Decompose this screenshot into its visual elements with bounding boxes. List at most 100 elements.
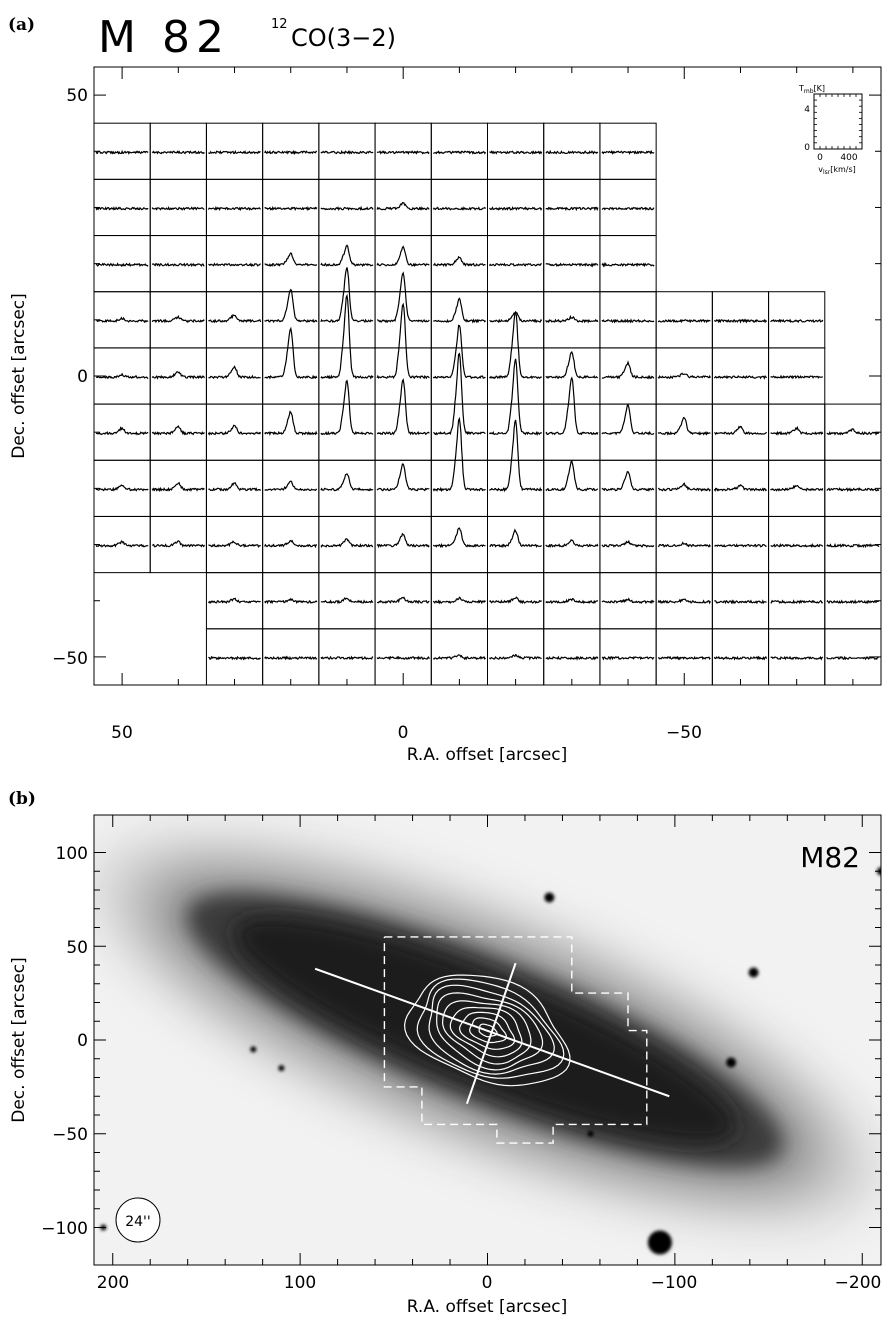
spectrum-line [320, 267, 374, 324]
panel-b-xtick-label-0: 0 [482, 1273, 493, 1293]
spectrum-line [208, 313, 262, 324]
inset-xlabel: vlsr[km/s] [818, 165, 856, 176]
star [587, 1130, 594, 1137]
spectrum-cell [430, 459, 488, 517]
spectrum-line [545, 149, 599, 155]
beam-circle [115, 1197, 161, 1243]
star [544, 892, 555, 903]
spectrum-line [264, 205, 318, 212]
spectrum-line [488, 262, 542, 267]
spectrum-line [432, 324, 486, 380]
spectrum-line [601, 318, 655, 324]
spectrum-line [489, 653, 542, 661]
spectrum-line [826, 599, 880, 605]
star [278, 1065, 285, 1072]
spectrum-line [714, 599, 767, 605]
spectrum-line [489, 206, 543, 211]
spectrum-line [826, 487, 880, 492]
spectrum-cell [487, 684, 545, 685]
spectrum-line [545, 459, 599, 492]
spectrum-line [714, 425, 768, 436]
spectrum-cell [543, 347, 601, 405]
spectrum-line [264, 597, 318, 605]
spectrum-line [208, 262, 261, 268]
spectrum-line [376, 378, 430, 436]
spectrum-line [264, 288, 318, 324]
inset-xtick-0: 0 [817, 153, 823, 163]
star [647, 1230, 672, 1255]
spectrum-line [433, 713, 485, 715]
spectrum-cell [711, 572, 770, 630]
panel-a-xtick-label-0: 0 [398, 723, 409, 743]
spectrum-line [376, 596, 430, 605]
spectrum-line [320, 293, 374, 380]
spectrum-line [601, 261, 655, 268]
inset-ytick-0: 0 [804, 143, 810, 153]
spectrum-line [376, 655, 430, 661]
spectrum-line [601, 206, 655, 211]
spectrum-line [489, 310, 542, 380]
spectrum-line [657, 482, 711, 492]
spectrum-line [433, 150, 487, 155]
spectrum-line [545, 597, 599, 605]
panel-b-xtick-label-m200: −200 [835, 1273, 882, 1293]
spectrum-line [770, 374, 823, 380]
spectrum-line [489, 596, 543, 605]
spectrum-line [433, 352, 486, 436]
spectrum-cell [599, 515, 657, 574]
spectrum-line [432, 255, 486, 268]
spectrum-line [545, 206, 599, 212]
spectrum-cell [262, 235, 320, 293]
spectrum-line [433, 297, 486, 324]
panel-a-ytick-label-0: 0 [77, 367, 88, 387]
panel-b-ticks [94, 815, 881, 1265]
spectrum-cell [711, 403, 770, 461]
spectrum-line [657, 318, 711, 324]
panel-a-label: (a) [8, 15, 35, 35]
spectrum-cell [430, 403, 488, 461]
panel-a-line-prefix: 12 [271, 17, 288, 32]
spectrum-line [545, 314, 599, 324]
spectrum-line [208, 655, 261, 661]
spectrum-line [264, 539, 318, 549]
spectrum-line [432, 654, 486, 661]
spectrum-line [208, 149, 261, 155]
spectrum-line [320, 655, 374, 661]
panel-b-source: M82 [800, 841, 860, 874]
spectrum-line [208, 540, 261, 549]
spectrum-cell [543, 291, 601, 349]
spectrum-cell [205, 178, 264, 237]
panel-a-inset: Tmb[K] 4 0 0 400 vlsr[km/s] [798, 84, 863, 176]
panel-b: (b) M82 24'' 200 100 0 −100 −200 100 50 … [8, 789, 882, 1317]
spectrum-line [601, 149, 655, 155]
spectrum-line [770, 318, 824, 324]
panel-b-image [94, 815, 881, 1265]
spectrum-line [95, 316, 149, 324]
spectrum-line [432, 527, 486, 549]
spectrum-line [151, 205, 205, 211]
spectrum-line [207, 205, 261, 212]
spectrum-line [151, 262, 205, 268]
minor-axis-line [465, 962, 517, 1105]
panel-a-ytick-label-50: 50 [66, 86, 88, 106]
spectrum-line [151, 314, 205, 324]
spectrum-cell [205, 403, 264, 461]
spectrum-line [657, 598, 711, 605]
spectrum-line [601, 656, 655, 661]
spectrum-cell [318, 572, 376, 630]
spectrum-line [713, 484, 768, 493]
panel-a-spectra [94, 122, 881, 715]
spectrum-line [657, 416, 711, 436]
panel-b-ytick-label-50: 50 [66, 938, 88, 958]
panel-b-xtick-label-m100: −100 [651, 1273, 698, 1293]
spectrum-line [601, 597, 655, 605]
spectrum-line [770, 599, 824, 605]
spectrum-cell [543, 684, 601, 685]
spectrum-line [95, 426, 149, 436]
spectrum-line [432, 416, 486, 493]
spectrum-cell [768, 572, 826, 630]
spectrum-line [657, 541, 711, 548]
panel-a: (a) M 82 12 CO(3−2) 50 0 −50 50 0 −50 R.… [8, 12, 882, 765]
spectrum-line [95, 149, 149, 155]
